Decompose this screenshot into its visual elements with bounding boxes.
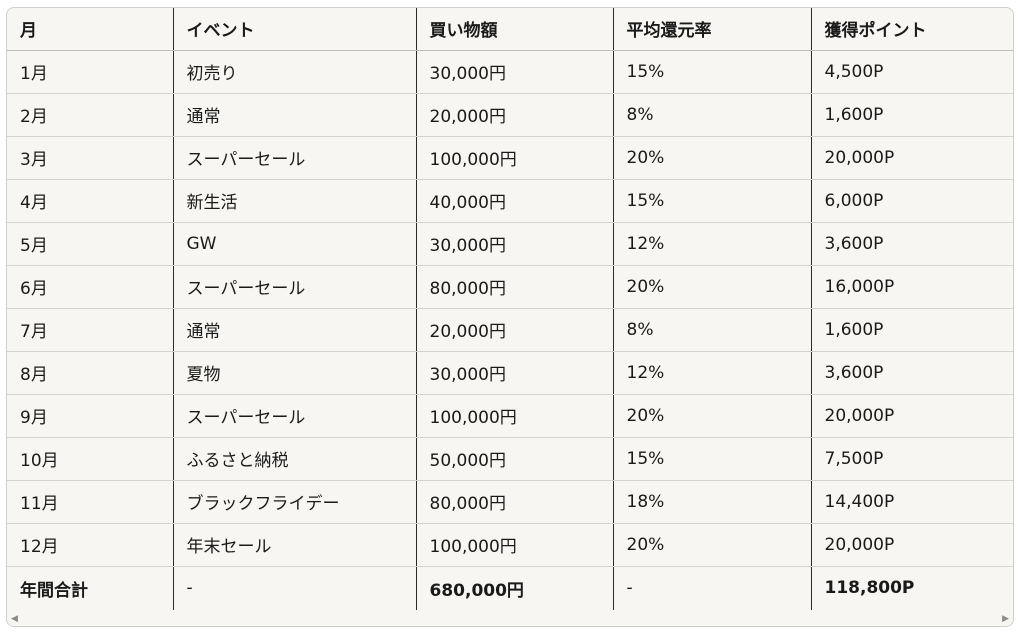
cell-event: 初売り [173, 50, 417, 94]
header-earned-points: 獲得ポイント [811, 8, 1013, 51]
cell-month: 11月 [7, 480, 174, 524]
cell-earned-points: 20,000P [811, 394, 1013, 438]
cell-event: ふるさと納税 [173, 437, 417, 481]
cell-purchase-amount: 80,000円 [416, 265, 614, 309]
cell-average-rate: 15% [613, 179, 812, 223]
header-purchase-amount: 買い物額 [416, 8, 614, 51]
table-row: 4月 新生活 40,000円 15% 6,000P [7, 179, 1013, 223]
table-row: 12月 年末セール 100,000円 20% 20,000P [7, 523, 1013, 567]
cell-month: 2月 [7, 93, 174, 137]
horizontal-scrollbar[interactable]: ◀ ▶ [7, 612, 1013, 626]
table-row: 10月 ふるさと納税 50,000円 15% 7,500P [7, 437, 1013, 481]
cell-earned-points: 3,600P [811, 351, 1013, 395]
cell-earned-points: 1,600P [811, 308, 1013, 352]
cell-purchase-amount: 30,000円 [416, 222, 614, 266]
cell-purchase-amount: 30,000円 [416, 351, 614, 395]
cell-average-rate: 8% [613, 308, 812, 352]
cell-event: GW [173, 222, 417, 266]
cell-event: スーパーセール [173, 136, 417, 180]
cell-earned-points: 6,000P [811, 179, 1013, 223]
table-row: 8月 夏物 30,000円 12% 3,600P [7, 351, 1013, 395]
cell-month: 12月 [7, 523, 174, 567]
chevron-right-icon[interactable]: ▶ [1002, 614, 1009, 624]
table-row: 3月 スーパーセール 100,000円 20% 20,000P [7, 136, 1013, 180]
table-body: 1月 初売り 30,000円 15% 4,500P 2月 通常 20,000円 8% 1,600P… [7, 50, 1013, 610]
cell-event: 新生活 [173, 179, 417, 223]
cell-month: 3月 [7, 136, 174, 180]
header-average-rate: 平均還元率 [613, 8, 812, 51]
cell-event: 夏物 [173, 351, 417, 395]
total-cell-month: 年間合計 [7, 566, 174, 610]
total-cell-purchase-amount: 680,000円 [416, 566, 614, 610]
cell-earned-points: 4,500P [811, 50, 1013, 94]
cell-earned-points: 3,600P [811, 222, 1013, 266]
cell-month: 6月 [7, 265, 174, 309]
cell-average-rate: 20% [613, 265, 812, 309]
points-table: 月 イベント 買い物額 平均還元率 獲得ポイント 1月 初売り 30,000円 15%… [7, 8, 1013, 610]
cell-purchase-amount: 50,000円 [416, 437, 614, 481]
cell-earned-points: 1,600P [811, 93, 1013, 137]
cell-purchase-amount: 20,000円 [416, 93, 614, 137]
cell-earned-points: 7,500P [811, 437, 1013, 481]
cell-month: 4月 [7, 179, 174, 223]
cell-event: 通常 [173, 93, 417, 137]
cell-average-rate: 12% [613, 222, 812, 266]
table-row: 6月 スーパーセール 80,000円 20% 16,000P [7, 265, 1013, 309]
cell-purchase-amount: 40,000円 [416, 179, 614, 223]
table-row: 11月 ブラックフライデー 80,000円 18% 14,400P [7, 480, 1013, 524]
table-row: 5月 GW 30,000円 12% 3,600P [7, 222, 1013, 266]
cell-month: 7月 [7, 308, 174, 352]
cell-event: スーパーセール [173, 265, 417, 309]
cell-purchase-amount: 100,000円 [416, 523, 614, 567]
cell-event: 年末セール [173, 523, 417, 567]
cell-purchase-amount: 80,000円 [416, 480, 614, 524]
table-container: 月 イベント 買い物額 平均還元率 獲得ポイント 1月 初売り 30,000円 15%… [6, 7, 1014, 627]
cell-average-rate: 20% [613, 523, 812, 567]
header-row: 月 イベント 買い物額 平均還元率 獲得ポイント [7, 8, 1013, 51]
cell-average-rate: 15% [613, 437, 812, 481]
cell-month: 1月 [7, 50, 174, 94]
cell-event: スーパーセール [173, 394, 417, 438]
cell-purchase-amount: 100,000円 [416, 394, 614, 438]
cell-average-rate: 20% [613, 394, 812, 438]
cell-average-rate: 12% [613, 351, 812, 395]
cell-average-rate: 15% [613, 50, 812, 94]
table-row: 1月 初売り 30,000円 15% 4,500P [7, 50, 1013, 94]
cell-purchase-amount: 20,000円 [416, 308, 614, 352]
cell-average-rate: 18% [613, 480, 812, 524]
cell-month: 9月 [7, 394, 174, 438]
chevron-left-icon[interactable]: ◀ [11, 614, 18, 624]
cell-purchase-amount: 30,000円 [416, 50, 614, 94]
total-cell-average-rate: - [613, 566, 812, 610]
total-cell-earned-points: 118,800P [824, 578, 915, 599]
cell-month: 10月 [7, 437, 174, 481]
cell-earned-points: 14,400P [811, 480, 1013, 524]
cell-average-rate: 20% [613, 136, 812, 180]
total-row: 年間合計 -680,000円 -118,800P [7, 566, 1013, 610]
header-month: 月 [7, 8, 174, 51]
cell-purchase-amount: 100,000円 [416, 136, 614, 180]
cell-earned-points: 16,000P [811, 265, 1013, 309]
cell-month: 8月 [7, 351, 174, 395]
cell-average-rate: 8% [613, 93, 812, 137]
table-row: 7月 通常 20,000円 8% 1,600P [7, 308, 1013, 352]
cell-month: 5月 [7, 222, 174, 266]
cell-earned-points: 20,000P [811, 136, 1013, 180]
table-row: 2月 通常 20,000円 8% 1,600P [7, 93, 1013, 137]
total-cell-event: - [173, 566, 417, 610]
header-event: イベント [173, 8, 417, 51]
cell-earned-points: 20,000P [811, 523, 1013, 567]
cell-event: 通常 [173, 308, 417, 352]
table-row: 9月 スーパーセール 100,000円 20% 20,000P [7, 394, 1013, 438]
cell-event: ブラックフライデー [173, 480, 417, 524]
